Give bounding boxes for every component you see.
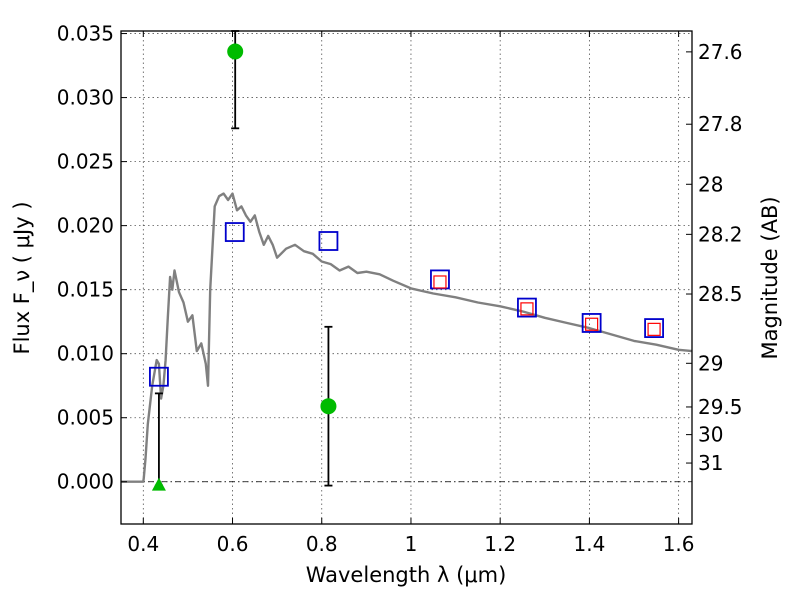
y-tick-label: 0.000 — [57, 470, 114, 494]
observed-flux-square — [149, 366, 169, 387]
y-tick-label: 0.015 — [57, 278, 114, 302]
y-tick-label: 0.035 — [57, 22, 114, 46]
right-tick-label: 27.6 — [698, 40, 743, 64]
x-tick-label: 0.4 — [127, 532, 159, 556]
model-flux-square — [520, 302, 534, 316]
y-tick-label: 0.030 — [57, 86, 114, 110]
upper-limit-triangle — [151, 477, 166, 491]
x-tick-label: 1.4 — [573, 532, 605, 556]
model-flux-square — [585, 317, 599, 331]
y-tick-label: 0.025 — [57, 150, 114, 174]
x-tick-label: 0.6 — [217, 532, 249, 556]
template-spectrum — [121, 192, 693, 483]
axis-ticks: 0.4 0.6 0.8 1 1.2 1.4 1.6 0.000 0.005 0.010 0.015 0… — [57, 22, 743, 556]
right-tick-label: 30 — [698, 423, 723, 447]
y-axis-label: Flux F_ν ( μJy ) — [10, 201, 35, 354]
plot-border — [120, 30, 693, 525]
right-tick-label: 29 — [698, 351, 723, 375]
right-tick-label: 27.8 — [698, 112, 743, 136]
y-tick-label: 0.010 — [57, 342, 114, 366]
x-tick-label: 1.2 — [484, 532, 516, 556]
x-axis-label: Wavelength λ (μm) — [306, 563, 507, 587]
observed-flux-square — [644, 318, 664, 338]
observed-flux-square — [224, 222, 245, 242]
right-tick-label: 29.5 — [698, 395, 743, 419]
observed-flux-square — [318, 231, 339, 251]
x-tick-label: 1.6 — [663, 532, 695, 556]
plot-area — [121, 31, 692, 524]
template-spectrum-line — [121, 192, 693, 483]
x-tick-label: 0.8 — [306, 532, 338, 556]
photometry-markers — [149, 43, 664, 491]
x-tick-label: 1 — [405, 532, 418, 556]
flux-circle-marker — [227, 43, 244, 60]
grid — [121, 31, 692, 524]
observed-flux-square — [517, 297, 537, 318]
right-tick-label: 28.2 — [698, 222, 743, 246]
y-axis-right-label: Magnitude (AB) — [758, 196, 782, 359]
model-flux-square — [647, 322, 661, 336]
y-tick-label: 0.005 — [57, 406, 114, 430]
y-tick-label: 0.020 — [57, 214, 114, 238]
right-tick-label: 31 — [698, 451, 723, 475]
model-flux-square — [433, 275, 447, 289]
right-tick-label: 28.5 — [698, 282, 743, 306]
flux-circle-marker — [320, 398, 337, 415]
observed-flux-square — [581, 313, 602, 333]
right-tick-label: 28 — [698, 172, 723, 196]
